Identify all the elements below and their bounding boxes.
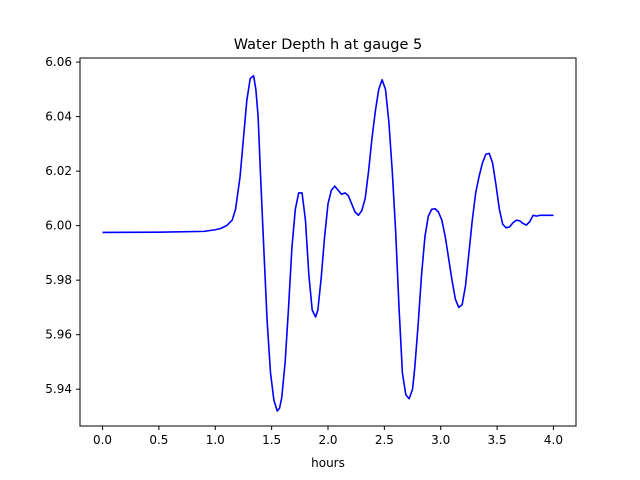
y-tick-label: 6.04 [45, 110, 72, 124]
x-tick-label: 2.5 [375, 433, 394, 447]
series-line-0 [102, 74, 554, 412]
y-tick-label: 5.96 [45, 328, 72, 342]
x-tick-label: 3.5 [488, 433, 507, 447]
axes-frame [79, 57, 577, 427]
y-tick-label: 5.94 [45, 382, 72, 396]
x-tick-label: 1.5 [262, 433, 281, 447]
y-tick-label: 5.98 [45, 273, 72, 287]
x-axis-label: hours [311, 456, 345, 470]
x-tick-label: 3.0 [431, 433, 450, 447]
x-tick-label: 4.0 [544, 433, 563, 447]
y-tick-label: 6.06 [45, 55, 72, 69]
x-tick-label: 2.0 [318, 433, 337, 447]
x-tick-label: 0.0 [93, 433, 112, 447]
chart-title: Water Depth h at gauge 5 [234, 37, 422, 53]
y-tick-label: 6.02 [45, 164, 72, 178]
x-tick-label: 0.5 [149, 433, 168, 447]
plot-area: 0.0 0.5 1.0 1.5 2.0 2.5 3.0 3.5 4.0 5.94 5.96 5.98 6… [45, 55, 577, 447]
x-tick-label: 1.0 [206, 433, 225, 447]
y-tick-label: 6.00 [45, 219, 72, 233]
